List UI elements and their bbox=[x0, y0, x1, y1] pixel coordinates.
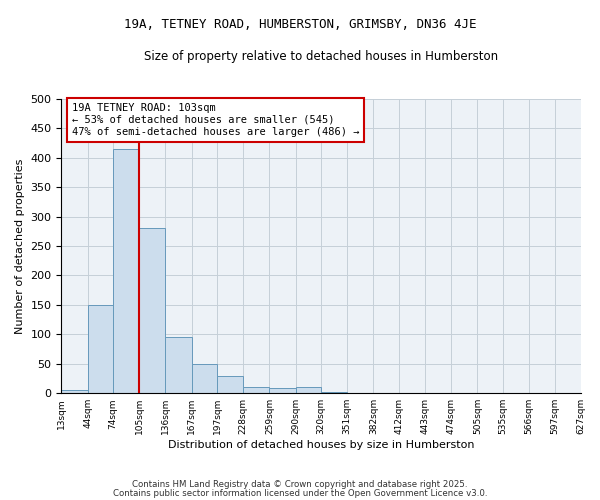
Bar bbox=[451, 392, 478, 393]
Bar bbox=[347, 392, 373, 393]
Bar bbox=[321, 392, 347, 393]
Bar bbox=[61, 390, 88, 393]
Bar bbox=[217, 376, 243, 393]
Text: 19A, TETNEY ROAD, HUMBERSTON, GRIMSBY, DN36 4JE: 19A, TETNEY ROAD, HUMBERSTON, GRIMSBY, D… bbox=[124, 18, 476, 30]
Title: Size of property relative to detached houses in Humberston: Size of property relative to detached ho… bbox=[144, 50, 498, 63]
Bar bbox=[373, 392, 399, 393]
Text: Contains public sector information licensed under the Open Government Licence v3: Contains public sector information licen… bbox=[113, 488, 487, 498]
Bar bbox=[243, 388, 269, 393]
Bar bbox=[166, 338, 191, 393]
Y-axis label: Number of detached properties: Number of detached properties bbox=[15, 158, 25, 334]
Bar bbox=[399, 392, 425, 393]
Bar bbox=[88, 305, 113, 393]
Text: 19A TETNEY ROAD: 103sqm
← 53% of detached houses are smaller (545)
47% of semi-d: 19A TETNEY ROAD: 103sqm ← 53% of detache… bbox=[72, 104, 359, 136]
Text: Contains HM Land Registry data © Crown copyright and database right 2025.: Contains HM Land Registry data © Crown c… bbox=[132, 480, 468, 489]
Bar bbox=[139, 228, 166, 393]
Bar bbox=[113, 149, 139, 393]
Bar bbox=[425, 392, 451, 393]
Bar bbox=[296, 388, 321, 393]
Bar bbox=[191, 364, 217, 393]
Bar bbox=[269, 388, 296, 393]
X-axis label: Distribution of detached houses by size in Humberston: Distribution of detached houses by size … bbox=[168, 440, 474, 450]
